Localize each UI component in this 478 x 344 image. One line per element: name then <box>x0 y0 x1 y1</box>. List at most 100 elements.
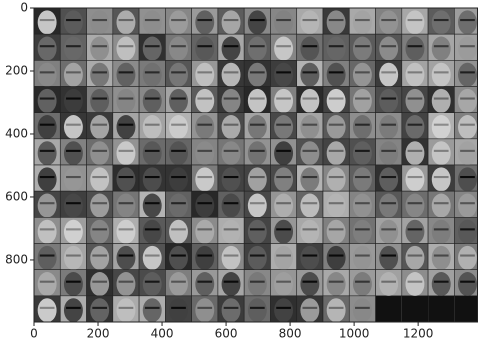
eyes <box>145 254 160 256</box>
eyes <box>171 307 186 309</box>
face <box>300 141 319 165</box>
face <box>300 194 319 218</box>
eyes <box>381 176 396 178</box>
face <box>195 89 214 113</box>
eyes <box>171 124 186 126</box>
face <box>300 246 319 270</box>
face <box>169 89 188 113</box>
eyes <box>119 307 134 309</box>
eyes <box>119 19 134 21</box>
face <box>300 167 319 191</box>
eyes <box>381 71 396 73</box>
x-tick-label: 400 <box>151 327 174 341</box>
face <box>248 63 267 87</box>
face <box>405 89 424 113</box>
eyes <box>434 281 449 283</box>
eyes <box>434 19 449 21</box>
face <box>327 10 346 34</box>
y-tick-label: 400 <box>5 126 28 140</box>
eyes <box>434 202 449 204</box>
eyes <box>171 71 186 73</box>
eyes <box>145 19 160 21</box>
eyes <box>276 71 291 73</box>
face <box>432 246 451 270</box>
face <box>169 141 188 165</box>
eyes <box>66 71 81 73</box>
face <box>222 167 241 191</box>
eyes <box>303 19 318 21</box>
face <box>379 220 398 244</box>
face <box>432 220 451 244</box>
face <box>248 272 267 296</box>
face <box>90 246 109 270</box>
face <box>64 167 83 191</box>
face <box>300 10 319 34</box>
face <box>353 246 372 270</box>
face <box>90 220 109 244</box>
face <box>274 246 293 270</box>
face <box>458 246 477 270</box>
face <box>458 141 477 165</box>
eyes <box>224 124 239 126</box>
eyes <box>303 307 318 309</box>
face <box>116 115 135 139</box>
face <box>169 246 188 270</box>
face <box>327 167 346 191</box>
eyes <box>329 124 344 126</box>
eyes <box>119 71 134 73</box>
eyes <box>276 19 291 21</box>
eyes <box>434 176 449 178</box>
face <box>38 10 57 34</box>
eyes <box>66 228 81 230</box>
face <box>405 141 424 165</box>
face <box>379 63 398 87</box>
face <box>379 141 398 165</box>
face <box>143 167 162 191</box>
eyes <box>197 228 212 230</box>
eyes <box>276 228 291 230</box>
eyes <box>250 124 265 126</box>
face <box>116 63 135 87</box>
face <box>64 272 83 296</box>
eyes <box>250 281 265 283</box>
eyes <box>119 228 134 230</box>
eyes <box>119 176 134 178</box>
eyes <box>329 19 344 21</box>
eyes <box>408 150 423 152</box>
face <box>432 167 451 191</box>
eyes <box>119 45 134 47</box>
face <box>274 272 293 296</box>
face <box>116 167 135 191</box>
eyes <box>145 307 160 309</box>
eyes <box>145 202 160 204</box>
face <box>248 141 267 165</box>
face <box>458 10 477 34</box>
y-tick-label: 600 <box>5 189 28 203</box>
eyes <box>171 19 186 21</box>
eyes <box>66 254 81 256</box>
eyes <box>381 281 396 283</box>
face <box>300 220 319 244</box>
face <box>116 220 135 244</box>
face <box>353 194 372 218</box>
eyes <box>171 45 186 47</box>
face <box>379 194 398 218</box>
face <box>248 37 267 61</box>
face <box>327 298 346 322</box>
face <box>300 115 319 139</box>
face <box>90 194 109 218</box>
eyes <box>40 71 55 73</box>
face <box>274 194 293 218</box>
face <box>222 115 241 139</box>
face <box>458 89 477 113</box>
face <box>327 220 346 244</box>
eyes <box>408 176 423 178</box>
eyes <box>355 150 370 152</box>
eyes <box>92 19 107 21</box>
face <box>248 220 267 244</box>
eyes <box>197 19 212 21</box>
face <box>432 63 451 87</box>
eyes <box>119 254 134 256</box>
face <box>143 194 162 218</box>
face <box>432 272 451 296</box>
